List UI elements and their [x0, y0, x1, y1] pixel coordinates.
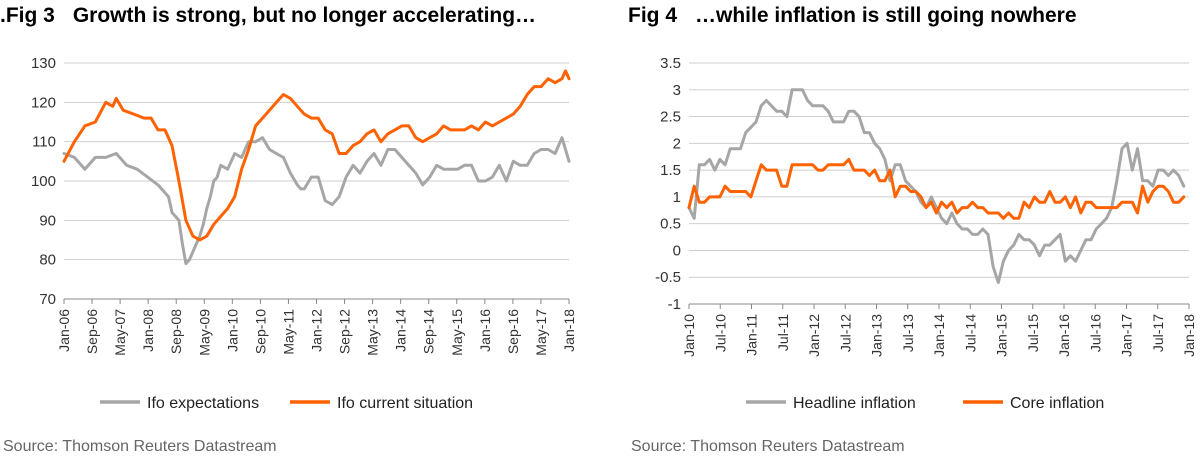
x-tick-label: May-11 [280, 309, 296, 355]
y-tick-label: 120 [31, 94, 56, 111]
series-line-ifo-expectations [62, 136, 571, 266]
x-tick-label: Sep-14 [421, 309, 437, 354]
title-text: Growth is strong, but no longer accelera… [72, 4, 537, 27]
x-tick-label: Sep-16 [505, 309, 521, 354]
series-line-ifo-current-situation [62, 69, 571, 242]
x-tick-label: Sep-08 [168, 309, 184, 354]
x-tick-label: May-15 [449, 309, 465, 356]
y-tick-label: 80 [39, 252, 56, 269]
x-tick-label: May-17 [533, 309, 549, 356]
x-tick-label: Jan-10 [681, 314, 697, 357]
x-tick-label: May-07 [112, 309, 128, 356]
x-tick-label: Jul-10 [712, 314, 728, 352]
x-tick-label: Jan-13 [869, 314, 885, 357]
figure-number: Fig 4 [628, 4, 678, 27]
x-tick-label: May-09 [196, 309, 212, 356]
line-chart-inflation: -1 -0.5 0 0.5 1 1.5 2 2.5 3 3.5 Jan-10 Jul-10 Jan-11… [655, 55, 1197, 412]
x-tick-label: Jul-12 [837, 314, 853, 352]
y-tick-label: -1 [668, 296, 681, 313]
x-tick-label: Jan-18 [1181, 314, 1197, 357]
y-tick-label: 90 [39, 212, 56, 229]
legend-label: Core inflation [1010, 395, 1104, 412]
x-tick-label: Jul-17 [1150, 314, 1166, 352]
x-tick-label: Jan-18 [561, 309, 577, 352]
y-tick-label: 100 [31, 173, 56, 190]
series-line-core-inflation [687, 157, 1186, 220]
y-tick-label: 0 [673, 242, 681, 259]
chart-panel-fig3: .Fig 3 Growth is strong, but no longer ac… [0, 4, 577, 455]
chart-title: Fig 4 …while inflation is still going now… [628, 4, 1077, 28]
title-text: …while inflation is still going nowhere [695, 4, 1077, 27]
x-tick-label: Jan-14 [931, 314, 947, 357]
x-tick-label: Jan-12 [309, 309, 325, 352]
x-tick-label: Jul-16 [1087, 314, 1103, 352]
y-tick-label: 3.5 [660, 55, 681, 72]
x-tick-label: Jan-12 [806, 314, 822, 357]
source-note: Source: Thomson Reuters Datastream [3, 438, 277, 455]
x-tick-label: Jan-11 [744, 314, 760, 356]
x-tick-label: Jul-13 [900, 314, 916, 352]
y-tick-label: 2 [673, 135, 681, 152]
y-tick-label: -0.5 [655, 269, 681, 286]
chart-title: .Fig 3 Growth is strong, but no longer ac… [0, 4, 536, 28]
x-tick-label: Jan-15 [994, 314, 1010, 357]
line-chart-ifo: 70 80 90 100 110 120 130 Jan-06 Sep-06 May-07 Jan-… [31, 55, 577, 412]
x-tick-label: Jul-11 [775, 314, 791, 351]
x-tick-label: Jul-15 [1025, 314, 1041, 352]
chart-panel-fig4: Fig 4 …while inflation is still going now… [628, 0, 1200, 461]
x-tick-label: Sep-12 [337, 309, 353, 354]
y-tick-label: 130 [31, 55, 56, 72]
legend-label: Headline inflation [793, 395, 916, 412]
x-tick-label: Sep-10 [252, 309, 268, 354]
x-tick-label: Jan-06 [56, 309, 72, 352]
y-tick-label: 0.5 [660, 216, 681, 233]
y-tick-label: 110 [32, 134, 56, 151]
x-tick-label: May-13 [365, 309, 381, 356]
series-line-headline-inflation [687, 88, 1186, 285]
legend-label: Ifo expectations [147, 395, 259, 412]
legend-label: Ifo current situation [337, 395, 473, 412]
y-tick-label: 2.5 [660, 109, 681, 126]
y-tick-label: 3 [673, 82, 681, 99]
source-note: Source: Thomson Reuters Datastream [631, 438, 905, 455]
x-tick-label: Jan-14 [393, 309, 409, 352]
x-tick-label: Sep-06 [84, 309, 100, 354]
x-tick-label: Jul-14 [962, 314, 978, 352]
x-tick-label: Jan-17 [1119, 314, 1135, 357]
y-tick-label: 70 [39, 291, 56, 308]
x-tick-label: Jan-16 [1056, 314, 1072, 357]
y-tick-label: 1 [673, 189, 681, 206]
y-tick-label: 1.5 [660, 162, 681, 179]
figure-number: .Fig 3 [0, 4, 55, 27]
x-tick-label: Jan-16 [477, 309, 493, 352]
x-tick-label: Jan-10 [224, 309, 240, 352]
x-tick-label: Jan-08 [140, 309, 156, 352]
